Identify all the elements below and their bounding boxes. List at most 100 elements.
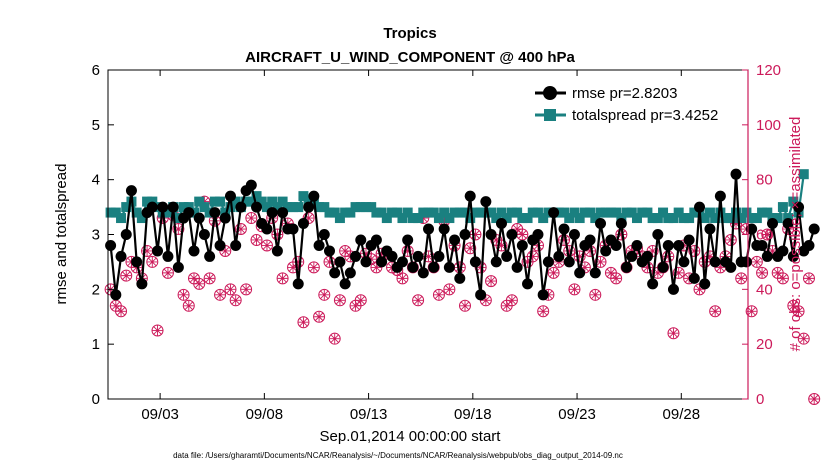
rmse-point — [423, 223, 435, 235]
obs-point — [667, 327, 680, 340]
legend-rmse-label: rmse pr=2.8203 — [572, 85, 677, 102]
totalspread-point — [194, 196, 205, 207]
rmse-point — [412, 250, 424, 262]
y-tick-label: 6 — [92, 62, 100, 79]
totalspread-point — [293, 202, 304, 213]
obs-point — [469, 228, 482, 241]
totalspread-point — [731, 207, 742, 218]
totalspread-point — [397, 213, 408, 224]
obs-point — [443, 283, 456, 296]
obs-point — [730, 217, 743, 230]
rmse-point — [376, 256, 388, 268]
totalspread-point — [746, 213, 757, 224]
totalspread-point — [251, 191, 262, 202]
rmse-point — [105, 239, 117, 251]
totalspread-point — [178, 202, 189, 213]
rmse-point — [699, 278, 711, 290]
obs-point — [756, 266, 769, 279]
totalspread-point — [772, 213, 783, 224]
rmse-point — [219, 212, 231, 224]
obs-point — [808, 393, 821, 405]
rmse-point — [678, 256, 690, 268]
totalspread-point — [256, 196, 267, 207]
x-tick-label: 09/13 — [350, 406, 388, 423]
rmse-point — [386, 250, 398, 262]
x-tick-label: 09/08 — [246, 406, 284, 423]
obs-point — [120, 269, 133, 282]
totalspread-point — [355, 202, 366, 213]
y-right-tick-label: 120 — [756, 62, 781, 79]
rmse-point — [787, 250, 799, 262]
totalspread-point — [689, 207, 700, 218]
totalspread-point — [449, 207, 460, 218]
obs-point — [735, 272, 748, 285]
totalspread-point — [324, 207, 335, 218]
obs-point — [761, 228, 774, 241]
totalspread-point — [298, 191, 309, 202]
rmse-point — [120, 229, 132, 240]
rmse-point — [688, 272, 700, 284]
totalspread-point — [460, 207, 471, 218]
obs-point — [709, 305, 722, 318]
rmse-point — [152, 245, 164, 257]
rmse-point — [214, 239, 226, 251]
rmse-point — [313, 239, 325, 251]
obs-point — [318, 288, 331, 301]
rmse-point — [344, 267, 356, 279]
obs-point — [526, 250, 539, 263]
data-file-footnote: data file: /Users/gharamti/Documents/NCA… — [173, 451, 623, 460]
obs-point — [568, 283, 581, 296]
rmse-point — [704, 223, 716, 235]
totalspread-point — [334, 213, 345, 224]
rmse-point — [292, 278, 304, 290]
rmse-point — [673, 239, 685, 251]
obs-point — [240, 283, 253, 296]
y-right-tick-label: 80 — [756, 172, 773, 189]
rmse-point — [495, 218, 507, 230]
obs-point — [260, 239, 273, 252]
y-tick-label: 4 — [92, 172, 100, 189]
obs-point — [505, 294, 518, 307]
rmse-point — [475, 289, 487, 301]
totalspread-point — [673, 207, 684, 218]
totalspread-point — [407, 213, 418, 224]
totalspread-point — [261, 202, 272, 213]
rmse-point — [172, 261, 184, 273]
obs-point — [214, 288, 227, 301]
rmse-point — [271, 245, 283, 257]
obs-point — [610, 272, 623, 285]
rmse-point — [558, 223, 570, 235]
rmse-point — [641, 250, 653, 262]
rmse-point — [621, 261, 633, 273]
totalspread-point — [475, 207, 486, 218]
totalspread-point — [465, 213, 476, 224]
totalspread-point — [788, 196, 799, 207]
rmse-point — [709, 256, 721, 268]
totalspread-point — [444, 213, 455, 224]
totalspread-point — [215, 196, 226, 207]
totalspread-point — [366, 202, 377, 213]
obs-point — [193, 277, 206, 290]
y-right-tick-label: 100 — [756, 117, 781, 134]
obs-point — [307, 261, 320, 274]
rmse-point — [631, 239, 643, 251]
rmse-point — [480, 196, 492, 208]
totalspread-point — [532, 207, 543, 218]
totalspread-point — [777, 202, 788, 213]
totalspread-point — [162, 207, 173, 218]
totalspread-point — [652, 213, 663, 224]
rmse-point — [266, 207, 278, 219]
totalspread-point — [590, 213, 601, 224]
x-axis-label: Sep.01,2014 00:00:00 start — [320, 428, 502, 445]
rmse-point — [360, 256, 372, 268]
rmse-point — [261, 223, 273, 235]
y-right-tick-label: 40 — [756, 281, 773, 298]
rmse-point — [454, 272, 466, 284]
totalspread-point — [522, 213, 533, 224]
obs-point — [177, 288, 190, 301]
rmse-point — [730, 168, 742, 180]
totalspread-point — [715, 207, 726, 218]
totalspread-point — [757, 207, 768, 218]
totalspread-point — [209, 196, 220, 207]
totalspread-point — [470, 207, 481, 218]
